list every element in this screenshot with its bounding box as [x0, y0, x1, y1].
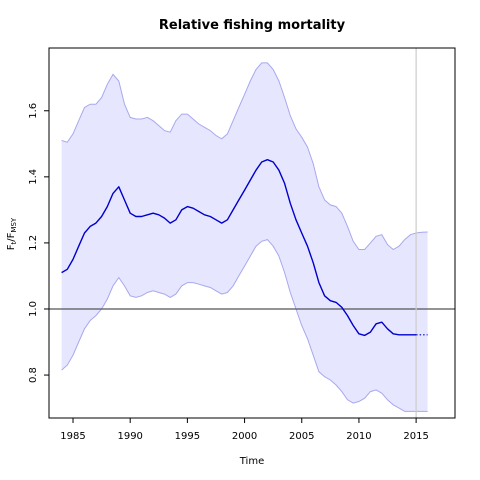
- x-axis-label: Time: [239, 456, 264, 467]
- axes: 1985 1990 1995 2000 2005 2010 2015 0.8 1.0 1.2 1.4…: [28, 47, 456, 442]
- x-tick-label: 2005: [289, 431, 314, 442]
- estimate-line: [61, 158, 417, 337]
- y-axis-label-slash: /F: [6, 232, 17, 241]
- plot-area: [49, 48, 455, 418]
- y-tick-label: 1.4: [28, 169, 39, 185]
- y-axis-label-sub-msy: MSY: [10, 217, 18, 232]
- y-tick-label: 0.8: [28, 367, 39, 383]
- y-tick-label: 1.2: [28, 235, 39, 251]
- y-axis-label-f: F: [6, 244, 17, 250]
- lower-bound-line: [61, 239, 428, 412]
- y-tick-label: 1.0: [28, 301, 39, 317]
- plot-frame: [48, 47, 456, 419]
- x-tick-label: 2000: [232, 431, 257, 442]
- x-tick-label: 2015: [403, 431, 428, 442]
- x-tick-label: 1990: [117, 431, 142, 442]
- upper-bound-line: [61, 62, 428, 251]
- x-tick-label: 2010: [346, 431, 371, 442]
- x-tick-label: 1985: [60, 431, 85, 442]
- x-tick-label: 1995: [175, 431, 200, 442]
- confidence-band: [61, 62, 428, 412]
- y-axis-label-sub-t: t: [10, 241, 18, 244]
- chart-title: Relative fishing mortality: [159, 18, 346, 33]
- y-tick-label: 1.6: [28, 103, 39, 119]
- y-axis-label: Ft/FMSY: [6, 217, 18, 250]
